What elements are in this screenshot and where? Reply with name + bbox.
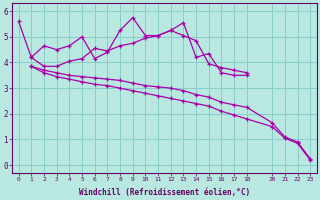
X-axis label: Windchill (Refroidissement éolien,°C): Windchill (Refroidissement éolien,°C) bbox=[79, 188, 250, 197]
